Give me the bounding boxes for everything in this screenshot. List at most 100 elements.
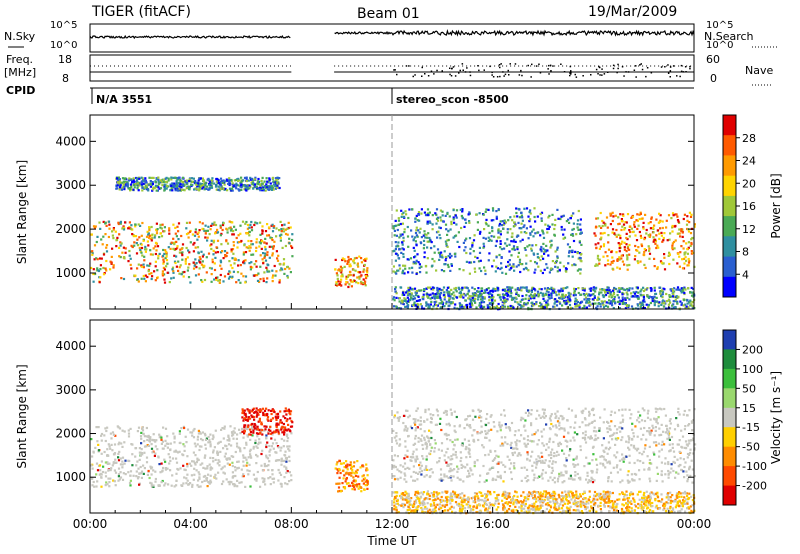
power-cell [129,189,132,192]
power-cell [394,290,397,293]
power-cell [250,243,253,246]
power-cell [625,291,628,294]
power-cell [268,256,271,259]
power-cell [354,269,357,272]
freq-tick-bottom: 8 [62,72,69,85]
power-cell [153,186,156,189]
power-cell [450,220,453,223]
power-cell [150,277,153,281]
velocity-cell [279,449,282,452]
power-cell [205,187,208,190]
velocity-cell [169,459,172,462]
velocity-cell [146,438,149,442]
power-cell [227,272,230,275]
power-cell [355,281,358,284]
power-cell [435,269,438,272]
velocity-cell [350,474,353,477]
velocity-cell [178,430,181,433]
power-cell [256,222,259,225]
power-cell [436,286,439,290]
power-cell [392,296,396,299]
velocity-cell [209,441,212,444]
power-cell [597,242,600,245]
velocity-cell [104,484,107,487]
power-cell [577,291,580,295]
velocity-cell [244,485,247,488]
power-cell [677,220,680,223]
power-cell [428,306,431,309]
power-cell [428,220,431,223]
velocity-cell [160,442,163,445]
velocity-cell [506,442,509,446]
power-cell [595,217,598,220]
velocity-cell [282,415,285,418]
power-cell [534,268,537,271]
power-cell [105,224,108,227]
power-cell [672,258,675,261]
power-cell [532,252,535,255]
power-cell [645,232,648,235]
power-cell [191,183,194,187]
power-cell [278,177,281,180]
power-cell [266,253,269,257]
power-cell [206,229,209,232]
velocity-cell [91,476,94,479]
velocity-cell [344,480,347,483]
power-cell [366,271,369,274]
power-cell [439,297,442,300]
power-cell [497,287,500,290]
power-cell [594,302,597,305]
power-cell [517,221,520,224]
velocity-cell [240,468,243,471]
velocity-cell [140,452,144,455]
power-cell [679,300,682,303]
power-cell [201,255,204,258]
power-cell [690,243,693,246]
velocity-cell [283,476,286,479]
power-cell [648,257,651,260]
velocity-cell [92,451,95,454]
power-cell [141,189,144,192]
velocity-cell [668,437,671,440]
velocity-cell [282,422,285,426]
power-cell [196,188,199,191]
velocity-cell [131,453,134,456]
power-cell [356,263,359,267]
power-cell [459,208,462,211]
power-cell [473,288,476,291]
power-cell [612,215,615,218]
power-cell [519,262,522,266]
velocity-cell [282,445,285,448]
velocity-cell [349,463,353,466]
power-cell [261,232,264,235]
power-cell [356,262,359,265]
power-cell [172,185,175,188]
power-cell [623,301,626,304]
power-cell [458,268,461,271]
velocity-cell [535,466,538,469]
power-cell [645,228,648,232]
power-cell [511,265,514,268]
power-cell [344,283,347,286]
velocity-cell [652,427,655,430]
power-cell [357,265,360,268]
nave-dot [635,76,637,78]
power-cell [397,269,400,272]
velocity-cell [366,481,369,484]
power-cell [554,298,557,301]
power-cell [539,234,542,237]
power-cell [234,186,237,189]
velocity-cell [283,439,286,442]
power-cell [133,274,136,277]
power-cell [197,273,200,276]
power-cell [433,260,436,263]
power-cell [601,224,604,228]
power-cell [109,260,112,263]
power-cell [510,240,513,243]
power-cell [655,246,658,250]
power-cell [284,267,287,271]
power-cell [510,298,514,301]
power-cell [427,306,430,309]
velocity-cell [136,477,140,480]
power-cell [528,210,531,214]
